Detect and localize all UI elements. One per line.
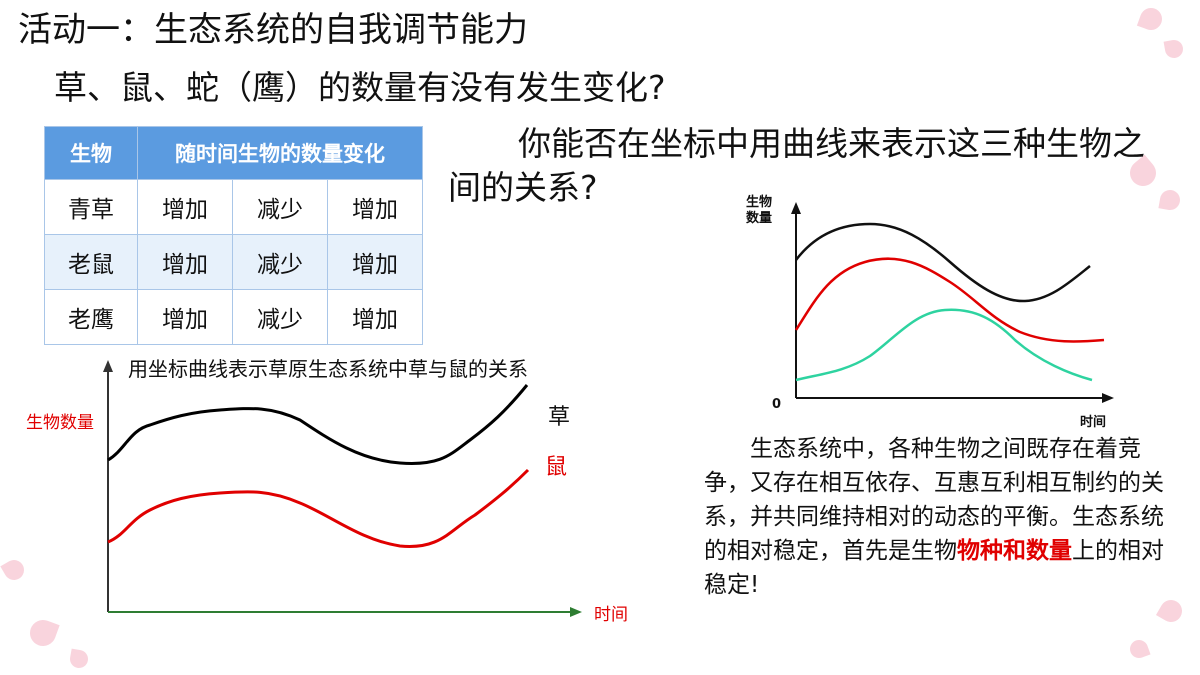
grass-curve [107, 384, 529, 465]
table-cell: 增加 [137, 289, 233, 345]
table-cell: 增加 [327, 234, 423, 290]
curve-black [795, 222, 1091, 303]
question-population-change: 草、鼠、蛇（鹰）的数量有没有发生变化? [54, 68, 666, 107]
table-cell: 减少 [232, 289, 328, 345]
table-row: 老鼠 增加 减少 增加 [44, 234, 423, 290]
y-axis-label-line2: 数量 [746, 210, 772, 226]
series-label-grass: 草 [548, 405, 570, 430]
table-cell: 减少 [232, 234, 328, 290]
x-axis-arrow [570, 607, 582, 617]
x-axis-arrow [1102, 393, 1114, 403]
chart-caption: 用坐标曲线表示草原生态系统中草与鼠的关系 [128, 357, 528, 381]
grass-mouse-chart: 用坐标曲线表示草原生态系统中草与鼠的关系 生物数量 时间 草 鼠 [26, 357, 628, 625]
table-cell-organism: 青草 [44, 179, 138, 235]
y-axis-label-line1: 生物 [746, 194, 772, 210]
curve-red [794, 257, 1105, 343]
question-draw-curves: 你能否在坐标中用曲线来表示这三种生物之间的关系? [448, 124, 1145, 207]
population-change-table: 生物 随时间生物的数量变化 青草 增加 减少 增加 老鼠 增加 减少 增加 老鹰… [44, 126, 423, 345]
table-cell: 增加 [327, 179, 423, 235]
y-axis-arrow [791, 202, 801, 214]
curve-green [795, 308, 1093, 382]
slide-title: 活动一：生态系统的自我调节能力 [18, 10, 528, 50]
conclusion-text-end: 上的相对稳定! [704, 538, 1164, 598]
x-axis-label: 时间 [594, 605, 628, 625]
y-axis-label: 生物数量 [26, 413, 94, 433]
table-cell: 增加 [137, 234, 233, 290]
table-row: 青草 增加 减少 增加 [44, 179, 423, 235]
table-cell-organism: 老鼠 [44, 234, 138, 290]
origin-label: 0 [772, 397, 781, 412]
table-cell: 减少 [232, 179, 328, 235]
conclusion-highlight: 物种和数量 [957, 538, 1072, 564]
three-populations-chart: 生物 数量 0 时间 [746, 194, 1114, 430]
conclusion-paragraph: 生态系统中，各种生物之间既存在着竞争，又存在相互依存、互惠互利相互制约的关系，并… [704, 432, 1180, 602]
mouse-curve [107, 468, 530, 549]
table-header-change: 随时间生物的数量变化 [137, 126, 423, 180]
table-header-row: 生物 随时间生物的数量变化 [44, 126, 423, 180]
table-header-organism: 生物 [44, 126, 138, 180]
conclusion-text: 生态系统中，各种生物之间既存在着竞争，又存在相互依存、互惠互利相互制约的关系，并… [704, 436, 1164, 564]
table-cell: 增加 [137, 179, 233, 235]
table-row: 老鹰 增加 减少 增加 [44, 289, 423, 345]
x-axis-label: 时间 [1080, 414, 1106, 430]
series-label-mouse: 鼠 [545, 455, 567, 480]
y-axis-arrow [103, 360, 113, 372]
table-cell-organism: 老鹰 [44, 289, 138, 345]
table-cell: 增加 [327, 289, 423, 345]
